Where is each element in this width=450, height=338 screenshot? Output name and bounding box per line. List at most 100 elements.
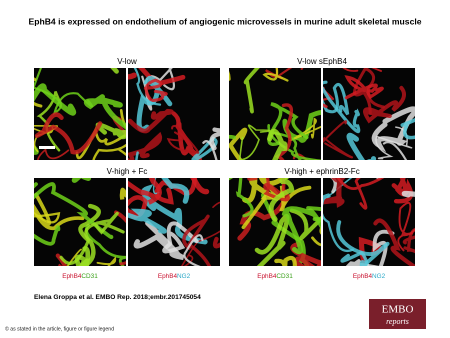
vessel (274, 255, 297, 266)
vessel (345, 229, 395, 266)
vessel (84, 223, 126, 266)
vessel (110, 68, 119, 74)
image-texture (128, 68, 220, 160)
image-texture (323, 68, 415, 160)
vessel (397, 202, 415, 252)
vessel (243, 68, 260, 114)
vessel (289, 117, 321, 142)
vessel (340, 250, 370, 266)
vessel (267, 128, 288, 160)
vessel (36, 148, 70, 160)
stain-first: EphB4 (62, 273, 82, 280)
vessel (344, 75, 384, 100)
vessel (112, 115, 126, 136)
scale-bar (39, 146, 55, 149)
vessel (247, 178, 290, 202)
image-texture (34, 68, 126, 160)
vessel (34, 144, 39, 155)
stain-label: EphB4NG2 (353, 273, 386, 280)
vessel (346, 132, 377, 160)
footer: © as stated in the article, figure or fi… (5, 325, 114, 332)
vessel (183, 234, 204, 266)
vessel (363, 85, 406, 124)
vessel (281, 206, 321, 255)
vessel (371, 106, 415, 153)
panel-label: V-high + ephrinB2-Fc (284, 167, 359, 176)
image-texture (229, 178, 321, 266)
vessel (119, 187, 126, 200)
vessel (229, 127, 248, 160)
image-texture (323, 178, 415, 266)
vessel (190, 178, 210, 195)
image-texture (229, 68, 321, 160)
vessel (282, 110, 321, 143)
vessel (34, 112, 103, 155)
vessel (402, 228, 415, 254)
stain-second: CD31 (81, 273, 98, 280)
vessel (154, 178, 197, 205)
image-texture (128, 178, 220, 266)
logo-bottom: reports (386, 317, 409, 326)
vessel (75, 108, 126, 160)
logo-box (369, 299, 426, 329)
vessel (400, 117, 415, 140)
vessel (128, 178, 162, 205)
vessel (128, 131, 163, 160)
vessel (34, 192, 85, 231)
vessel (376, 178, 415, 198)
vessel (336, 178, 385, 210)
vessel (136, 75, 173, 132)
vessel (141, 68, 176, 111)
vessel (162, 221, 199, 254)
vessel (166, 124, 200, 154)
vessel (78, 203, 101, 266)
vessel (138, 68, 186, 88)
citation: Elena Groppa et al. EMBO Rep. 2018;embr.… (34, 294, 201, 301)
vessel (336, 220, 390, 266)
vessel (254, 214, 290, 266)
panel-label: V-low sEphB4 (297, 57, 347, 66)
vessel (382, 141, 408, 160)
vessel (34, 83, 77, 116)
vessel (95, 122, 126, 140)
vessel (133, 220, 185, 261)
vessel (128, 108, 174, 134)
micrographs (34, 68, 415, 266)
vessel (128, 208, 167, 234)
vessel (171, 111, 202, 160)
vessel (133, 68, 162, 106)
vessel (323, 120, 354, 159)
vessel (202, 140, 218, 160)
vessel (59, 211, 125, 265)
stain-first: EphB4 (353, 273, 373, 280)
stain-first: EphB4 (257, 273, 277, 280)
vessel (34, 211, 61, 224)
stain-second: NG2 (177, 273, 191, 280)
stain-label: EphB4CD31 (257, 273, 293, 280)
vessel (323, 193, 354, 252)
vessel (239, 124, 270, 160)
stain-label: EphB4CD31 (62, 273, 98, 280)
stain-second: NG2 (372, 273, 386, 280)
vessel (83, 94, 126, 130)
image-bg (229, 68, 321, 160)
vessel (229, 178, 254, 218)
vessel (268, 178, 295, 222)
vessel (143, 78, 168, 103)
image-texture (34, 178, 126, 266)
vessel (323, 178, 346, 208)
vessel (323, 86, 361, 134)
vessel (161, 178, 190, 204)
vessel (181, 201, 220, 266)
panel-label: V-high + Fc (107, 167, 148, 176)
vessel (323, 80, 350, 116)
logo-top: EMBO (382, 304, 414, 316)
stain-first: EphB4 (158, 273, 178, 280)
vessel (289, 208, 321, 241)
figure-title: EphB4 is expressed on endothelium of ang… (28, 16, 421, 26)
vessel (34, 225, 61, 246)
stain-label: EphB4NG2 (158, 273, 191, 280)
vessel (191, 136, 218, 160)
panel-label: V-low (117, 57, 137, 66)
